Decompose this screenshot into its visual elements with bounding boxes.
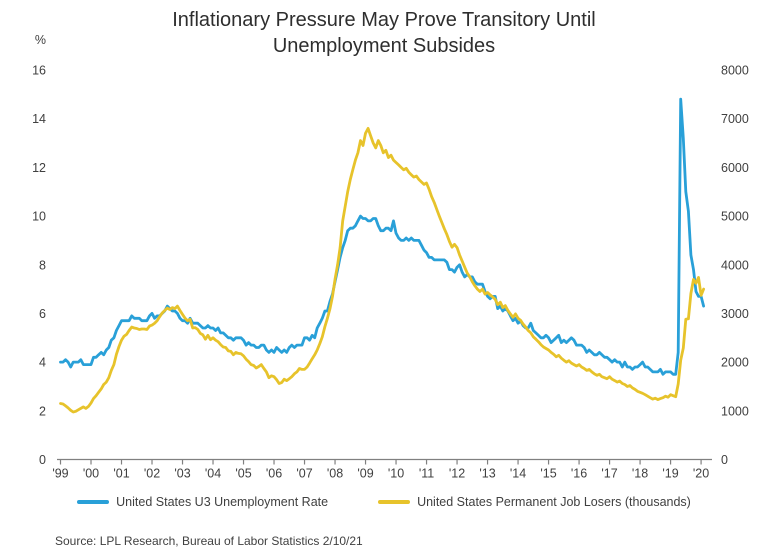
x-axis-tick-label: '08 bbox=[327, 467, 343, 481]
left-axis-tick-label: 8 bbox=[39, 258, 46, 272]
x-axis-tick-label: '99 bbox=[52, 467, 68, 481]
right-axis-tick-label: 0 bbox=[721, 453, 728, 467]
x-axis-tick-label: '12 bbox=[449, 467, 465, 481]
chart-title-line2: Unemployment Subsides bbox=[272, 35, 496, 57]
x-axis-tick-label: '05 bbox=[235, 467, 251, 481]
x-axis-tick-label: '10 bbox=[388, 467, 404, 481]
x-axis-tick-label: '01 bbox=[113, 467, 129, 481]
x-axis-tick-label: '00 bbox=[83, 467, 99, 481]
x-axis-tick-label: '06 bbox=[266, 467, 282, 481]
left-axis-tick-label: 14 bbox=[32, 112, 46, 126]
x-axis-tick-label: '09 bbox=[357, 467, 373, 481]
left-axis-tick-label: 4 bbox=[39, 356, 46, 370]
x-axis-tick-label: '02 bbox=[144, 467, 160, 481]
left-axis-tick-label: 2 bbox=[39, 404, 46, 418]
x-axis-tick-label: '11 bbox=[419, 467, 434, 481]
x-axis-tick-label: '20 bbox=[693, 467, 709, 481]
chart-title: Inflationary Pressure May Prove Transito… bbox=[0, 7, 768, 59]
job-losers-line-swatch-icon bbox=[378, 500, 411, 504]
x-axis-tick-label: '14 bbox=[510, 467, 526, 481]
x-axis-tick-label: '13 bbox=[479, 467, 495, 481]
legend-label-permanent-job-losers: United States Permanent Job Losers (thou… bbox=[417, 495, 691, 509]
right-axis-tick-label: 3000 bbox=[721, 307, 749, 321]
x-axis-tick-label: '18 bbox=[632, 467, 648, 481]
left-axis-tick-label: 6 bbox=[39, 307, 46, 321]
x-axis-tick-label: '16 bbox=[571, 467, 587, 481]
source-text: Source: LPL Research, Bureau of Labor St… bbox=[55, 534, 363, 548]
left-axis-unit-label: % bbox=[35, 33, 46, 47]
x-axis-tick-label: '19 bbox=[662, 467, 678, 481]
right-axis-tick-label: 2000 bbox=[721, 356, 749, 370]
right-axis-tick-label: 1000 bbox=[721, 404, 749, 418]
chart-title-line1: Inflationary Pressure May Prove Transito… bbox=[172, 9, 596, 31]
legend-item-unemployment-rate: United States U3 Unemployment Rate bbox=[77, 495, 328, 509]
unemployment-rate-line bbox=[59, 97, 705, 376]
right-axis-tick-label: 6000 bbox=[721, 161, 749, 175]
x-axis-tick-label: '07 bbox=[296, 467, 312, 481]
x-axis-tick-label: '04 bbox=[205, 467, 221, 481]
left-axis-tick-label: 10 bbox=[32, 210, 46, 224]
unemployment-line-swatch-icon bbox=[77, 500, 110, 504]
x-axis-tick-label: '17 bbox=[601, 467, 617, 481]
x-axis-tick-label: '03 bbox=[174, 467, 190, 481]
left-axis-tick-label: 12 bbox=[32, 161, 46, 175]
right-axis-tick-label: 4000 bbox=[721, 258, 749, 272]
legend: United States U3 Unemployment Rate Unite… bbox=[0, 495, 768, 509]
legend-item-permanent-job-losers: United States Permanent Job Losers (thou… bbox=[378, 495, 691, 509]
x-axis-tick-label: '15 bbox=[540, 467, 556, 481]
left-axis-tick-label: 0 bbox=[39, 453, 46, 467]
right-axis-tick-label: 8000 bbox=[721, 64, 749, 78]
right-axis-tick-label: 7000 bbox=[721, 112, 749, 126]
legend-label-unemployment-rate: United States U3 Unemployment Rate bbox=[116, 495, 329, 509]
permanent-job-losers-line bbox=[59, 126, 705, 414]
right-axis-tick-label: 5000 bbox=[721, 210, 749, 224]
left-axis-tick-label: 16 bbox=[32, 64, 46, 78]
